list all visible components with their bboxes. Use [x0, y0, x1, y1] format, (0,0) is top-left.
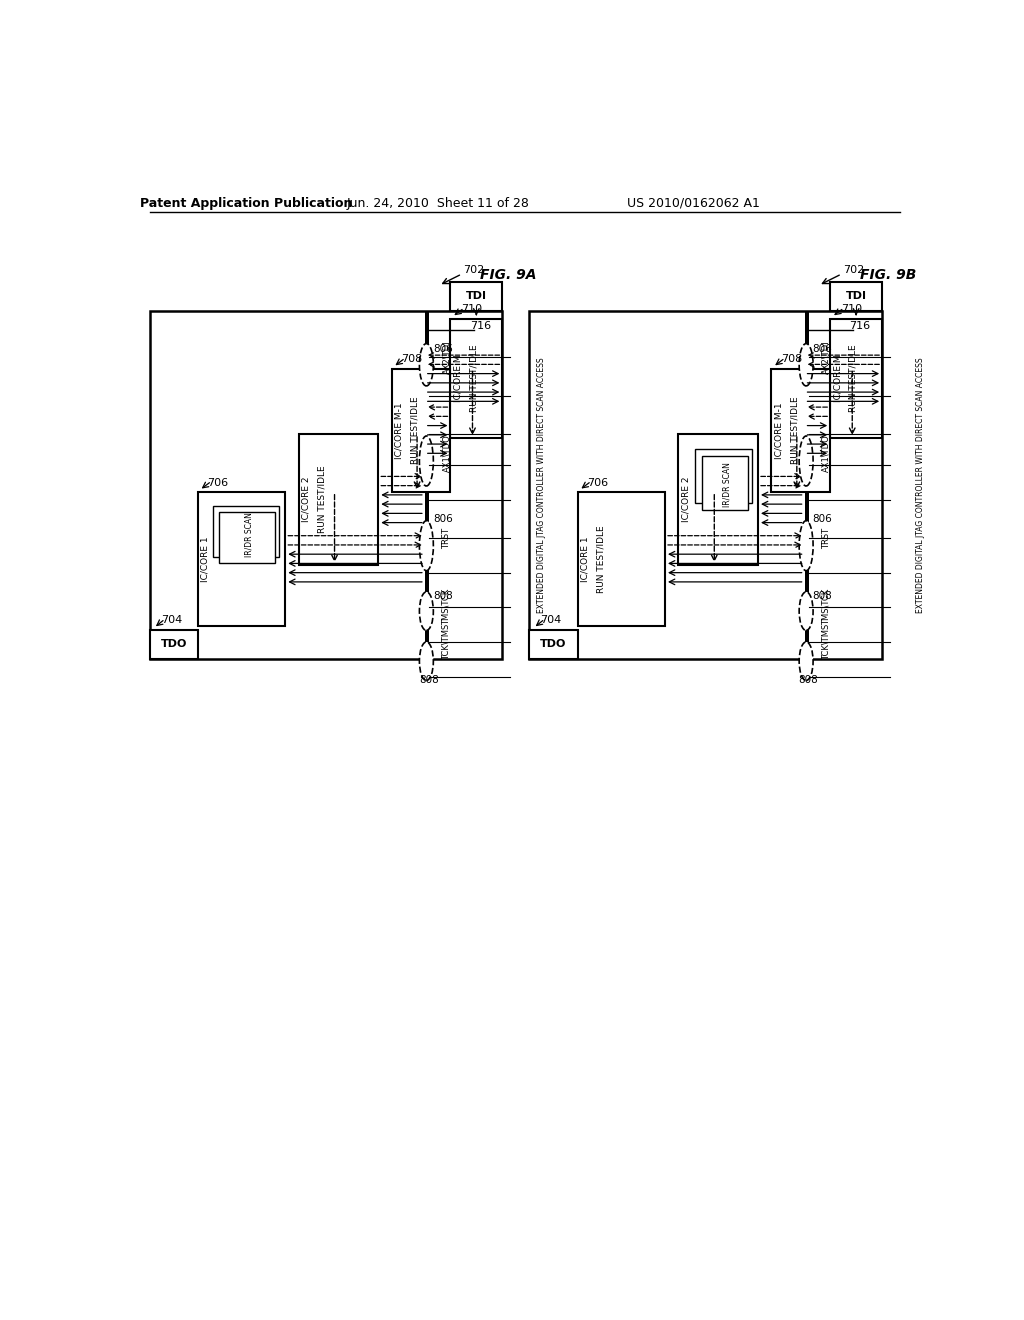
Bar: [830, 281, 882, 312]
Bar: [701, 455, 748, 510]
Ellipse shape: [420, 642, 433, 681]
Text: 806: 806: [433, 513, 453, 524]
Bar: [830, 318, 882, 438]
Text: TMS\TCK: TMS\TCK: [442, 589, 451, 626]
Bar: [451, 281, 503, 312]
Bar: [150, 630, 198, 659]
Text: RUN TEST/IDLE: RUN TEST/IDLE: [596, 525, 605, 593]
Ellipse shape: [420, 436, 433, 486]
Bar: [529, 312, 882, 659]
Text: TRST: TRST: [822, 528, 830, 549]
Text: IR/DR SCAN: IR/DR SCAN: [245, 512, 254, 557]
Ellipse shape: [799, 343, 813, 385]
Ellipse shape: [799, 520, 813, 570]
Text: 806: 806: [433, 345, 453, 354]
Text: IC/CORE 2: IC/CORE 2: [302, 477, 310, 523]
Text: 710: 710: [842, 305, 862, 314]
Bar: [299, 434, 378, 565]
Ellipse shape: [420, 591, 433, 631]
Text: 716: 716: [470, 321, 490, 331]
Text: TMS\TCK: TMS\TCK: [822, 589, 830, 626]
Bar: [219, 512, 275, 564]
Text: Patent Application Publication: Patent Application Publication: [139, 197, 352, 210]
Text: IC/CORE 2: IC/CORE 2: [682, 477, 690, 523]
Text: 808: 808: [433, 591, 453, 601]
Text: TDO: TDO: [541, 639, 566, 649]
Bar: [678, 434, 758, 565]
Text: RUN TEST/IDLE: RUN TEST/IDLE: [849, 345, 858, 412]
Text: TDO: TDO: [161, 639, 187, 649]
Text: AX1\TDO: AX1\TDO: [442, 434, 451, 473]
Text: 702: 702: [843, 265, 864, 275]
Text: RUN TEST/IDLE: RUN TEST/IDLE: [469, 345, 478, 412]
Text: 716: 716: [850, 321, 870, 331]
Bar: [771, 368, 830, 492]
Bar: [391, 368, 451, 492]
Text: 704: 704: [161, 615, 182, 626]
Text: 702: 702: [463, 265, 484, 275]
Bar: [198, 492, 286, 626]
Text: RUN TEST/IDLE: RUN TEST/IDLE: [790, 396, 799, 465]
Ellipse shape: [420, 520, 433, 570]
Text: EXTENDED DIGITAL JTAG CONTROLLER WITH DIRECT SCAN ACCESS: EXTENDED DIGITAL JTAG CONTROLLER WITH DI…: [537, 358, 546, 612]
Text: 706: 706: [587, 478, 608, 487]
Text: US 2010/0162062 A1: US 2010/0162062 A1: [628, 197, 760, 210]
Text: 806: 806: [812, 345, 833, 354]
Ellipse shape: [799, 642, 813, 681]
Text: 708: 708: [780, 354, 802, 364]
Text: 808: 808: [812, 591, 833, 601]
Text: AX1\TDO: AX1\TDO: [822, 434, 830, 473]
Text: RUN TEST/IDLE: RUN TEST/IDLE: [411, 396, 419, 465]
Text: IC/CORE 1: IC/CORE 1: [201, 536, 210, 582]
Text: TDI: TDI: [466, 292, 486, 301]
Text: IC/CORE M: IC/CORE M: [454, 355, 463, 403]
Text: 708: 708: [401, 354, 422, 364]
Ellipse shape: [420, 343, 433, 385]
Text: 808: 808: [419, 676, 438, 685]
Text: 710: 710: [462, 305, 482, 314]
Bar: [150, 312, 503, 659]
Text: FIG. 9A: FIG. 9A: [480, 268, 537, 282]
Bar: [425, 312, 429, 659]
Text: IC/CORE M-1: IC/CORE M-1: [774, 401, 783, 458]
Bar: [805, 312, 809, 659]
Text: IC/CORE M-1: IC/CORE M-1: [394, 401, 403, 458]
Bar: [578, 492, 665, 626]
Text: IC/CORE M: IC/CORE M: [834, 355, 843, 403]
Text: 706: 706: [207, 478, 228, 487]
Text: TCK\TMS: TCK\TMS: [442, 624, 451, 660]
Text: TRST: TRST: [442, 528, 451, 549]
Ellipse shape: [799, 591, 813, 631]
Text: 808: 808: [799, 676, 818, 685]
Text: AX2\TDI: AX2\TDI: [442, 341, 451, 374]
Text: RUN TEST/IDLE: RUN TEST/IDLE: [317, 466, 327, 533]
Text: TDI: TDI: [846, 292, 866, 301]
Text: IC/CORE 1: IC/CORE 1: [581, 536, 590, 582]
Bar: [529, 630, 578, 659]
Bar: [695, 450, 752, 503]
Bar: [451, 318, 503, 438]
Text: TCK\TMS: TCK\TMS: [822, 624, 830, 660]
Text: Jun. 24, 2010  Sheet 11 of 28: Jun. 24, 2010 Sheet 11 of 28: [346, 197, 529, 210]
Bar: [213, 506, 280, 557]
Text: IR/DR SCAN: IR/DR SCAN: [722, 462, 731, 507]
Text: 704: 704: [541, 615, 562, 626]
Text: AX2\TDI: AX2\TDI: [822, 341, 830, 374]
Ellipse shape: [799, 436, 813, 486]
Text: EXTENDED DIGITAL JTAG CONTROLLER WITH DIRECT SCAN ACCESS: EXTENDED DIGITAL JTAG CONTROLLER WITH DI…: [916, 358, 926, 612]
Text: 806: 806: [812, 513, 833, 524]
Text: FIG. 9B: FIG. 9B: [860, 268, 916, 282]
